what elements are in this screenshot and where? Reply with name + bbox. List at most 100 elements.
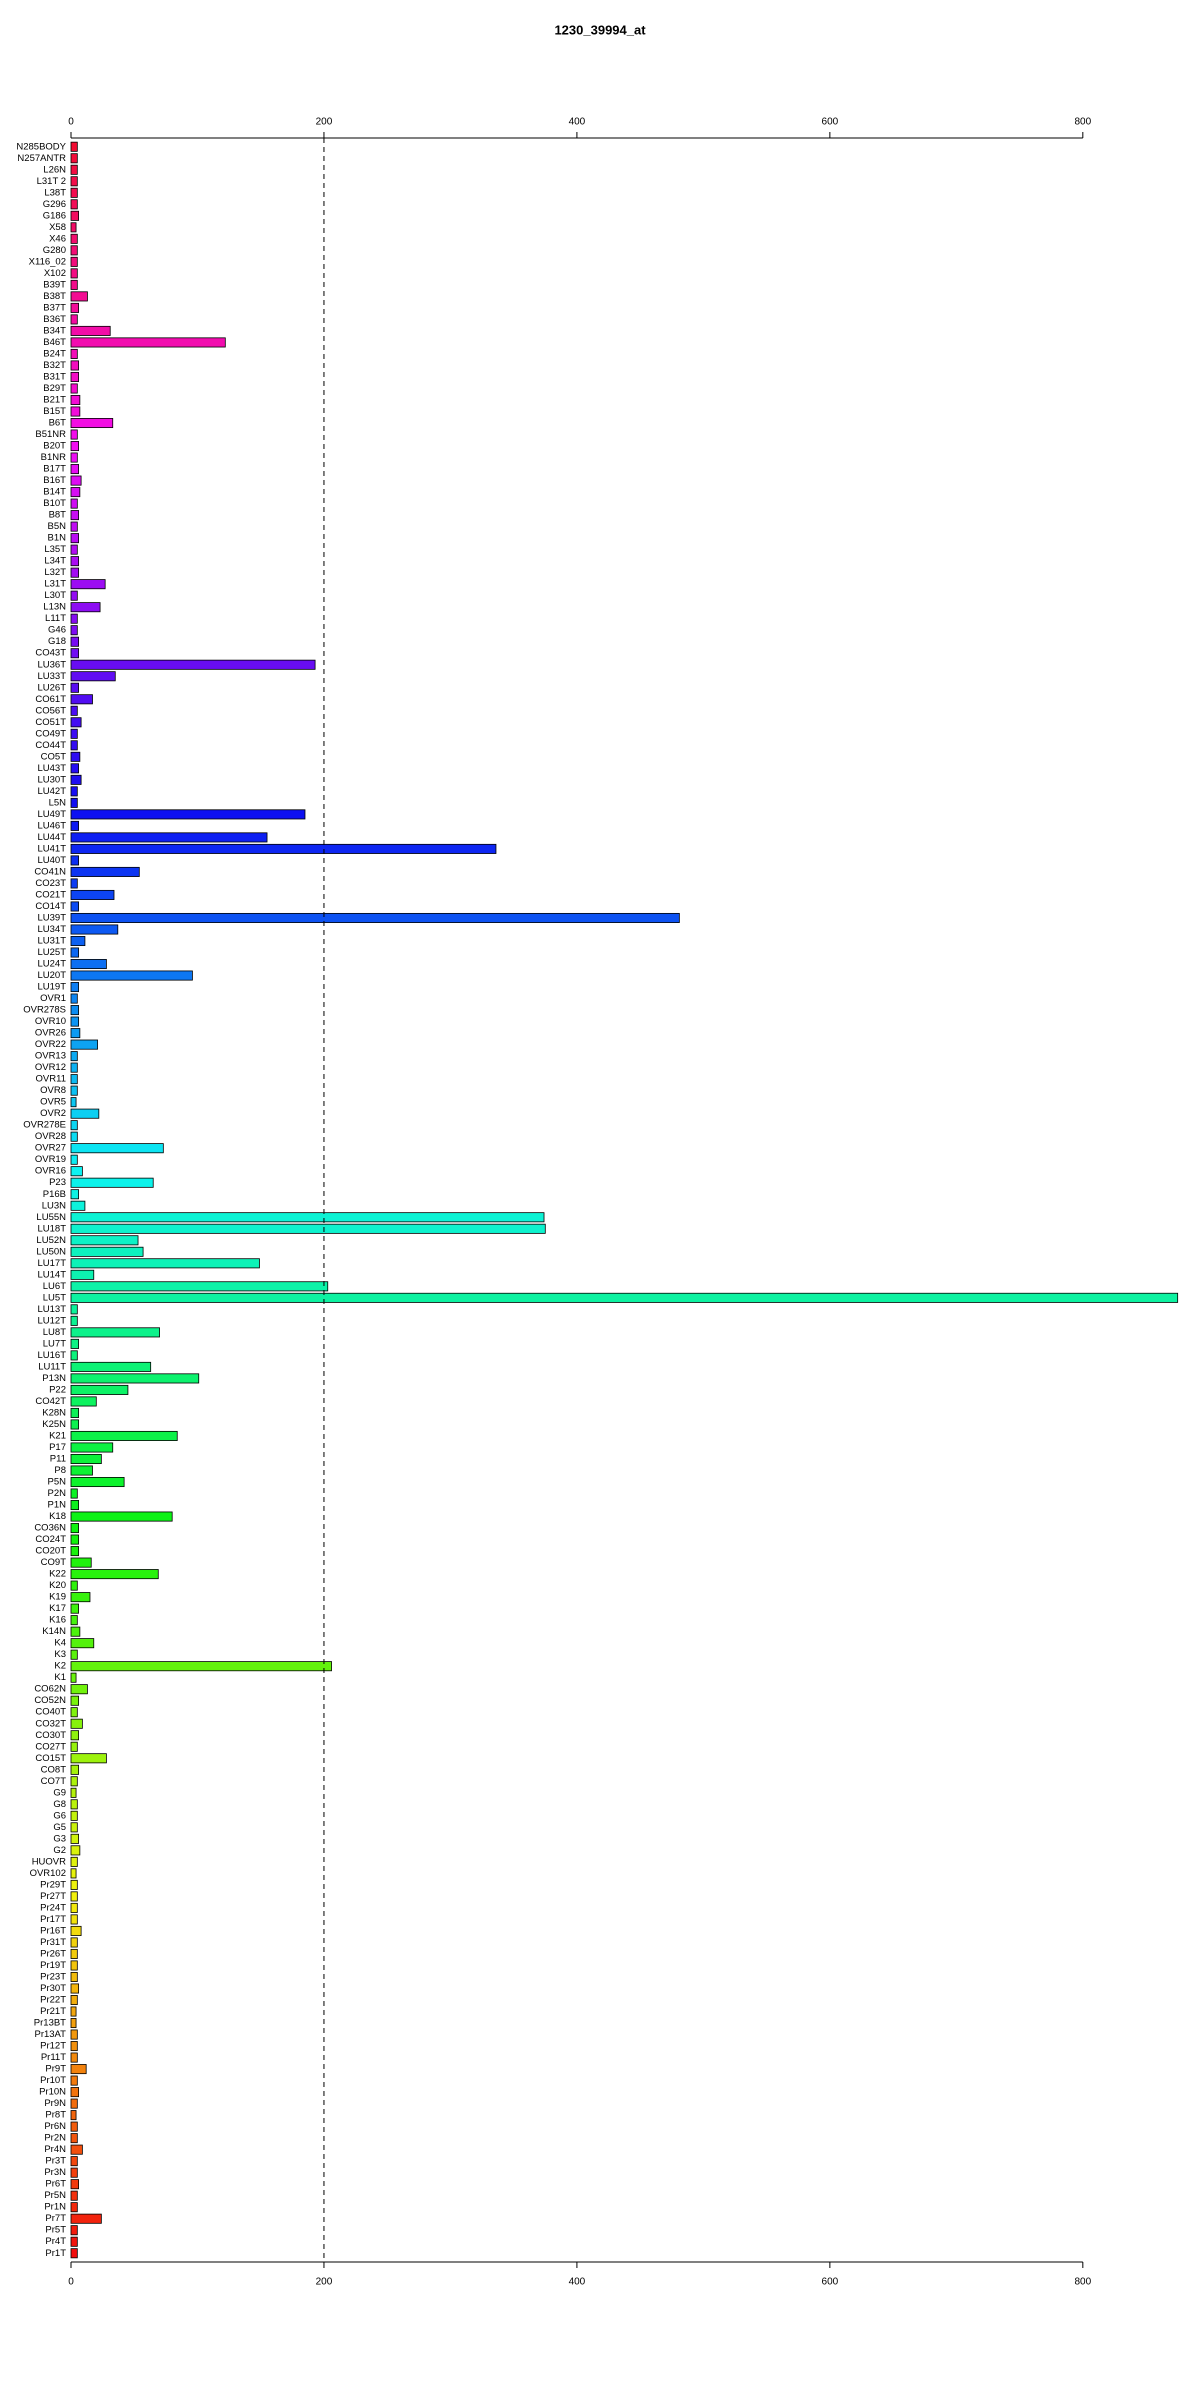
y-tick-label: K17	[49, 1603, 66, 1614]
x-tick-label: 600	[822, 2277, 839, 2288]
y-tick-label: Pr8T	[45, 2110, 66, 2121]
y-tick-label: B32T	[43, 360, 66, 371]
y-tick-label: LU49T	[37, 809, 66, 820]
y-tick-label: CO9T	[41, 1557, 67, 1568]
y-tick-label: K18	[49, 1511, 66, 1522]
bar	[70, 982, 79, 993]
y-tick-label: OVR5	[40, 1097, 66, 1108]
y-tick-label: K1	[54, 1672, 66, 1683]
y-tick-label: Pr27T	[40, 1891, 66, 1902]
y-tick-label: LU6T	[43, 1281, 66, 1292]
y-tick-label: Pr5N	[44, 2190, 66, 2201]
bar	[70, 797, 78, 808]
y-tick-label: CO52N	[34, 1695, 66, 1706]
y-tick-label: LU16T	[37, 1350, 66, 1361]
y-tick-label: B36T	[43, 314, 66, 325]
y-tick-label: LU55N	[36, 1212, 66, 1223]
bar	[70, 659, 316, 670]
bar	[70, 1327, 160, 1338]
y-tick-label: K28N	[42, 1407, 66, 1418]
y-tick-label: Pr6N	[44, 2121, 66, 2132]
y-tick-label: LU13T	[37, 1304, 66, 1315]
bar	[70, 302, 79, 313]
bar	[70, 394, 81, 405]
bar	[70, 521, 78, 532]
y-tick-label: Pr19T	[40, 1960, 66, 1971]
bar	[70, 959, 107, 970]
y-tick-label: LU52N	[36, 1235, 66, 1246]
y-tick-label: L38T	[44, 187, 66, 198]
y-tick-label: OVR16	[35, 1166, 66, 1177]
y-tick-label: N285BODY	[16, 141, 66, 152]
y-tick-label: L34T	[44, 556, 66, 567]
bar	[70, 2052, 78, 2063]
bar	[70, 1338, 79, 1349]
bar	[70, 1948, 78, 1959]
y-tick-label: K4	[54, 1638, 66, 1649]
y-tick-label: LU30T	[37, 774, 66, 785]
bar	[70, 1592, 91, 1603]
y-tick-label: G186	[43, 210, 66, 221]
y-tick-label: B20T	[43, 441, 66, 452]
y-tick-label: Pr22T	[40, 1995, 66, 2006]
y-tick-label: CO15T	[35, 1753, 66, 1764]
y-tick-label: L26N	[43, 164, 66, 175]
y-tick-label: OVR22	[35, 1039, 66, 1050]
y-tick-label: B29T	[43, 383, 66, 394]
bar	[70, 1638, 95, 1649]
y-tick-label: LU19T	[37, 982, 66, 993]
bar	[70, 498, 78, 509]
bar	[70, 383, 78, 394]
y-tick-label: LU17T	[37, 1258, 66, 1269]
bar	[70, 2248, 78, 2259]
y-tick-label: LU39T	[37, 912, 66, 923]
bar	[70, 245, 78, 256]
bar	[70, 993, 78, 1004]
bar	[70, 1269, 95, 1280]
bar	[70, 648, 79, 659]
bar	[70, 694, 93, 705]
y-tick-label: OVR102	[30, 1868, 66, 1879]
y-tick-label: Pr24T	[40, 1902, 66, 1913]
bar	[70, 1879, 78, 1890]
y-tick-label: P11	[50, 1454, 66, 1465]
bar	[70, 2156, 78, 2167]
bar	[70, 268, 78, 279]
bar	[70, 1523, 79, 1534]
bar	[70, 579, 106, 590]
bar	[70, 1810, 78, 1821]
bar	[70, 176, 78, 187]
bar	[70, 1983, 79, 1994]
x-tick-label: 0	[68, 117, 74, 128]
x-tick-label: 0	[68, 2277, 74, 2288]
bar	[70, 1005, 79, 1016]
y-tick-label: CO30T	[35, 1730, 66, 1741]
bar	[70, 2202, 78, 2213]
bar	[70, 1258, 260, 1269]
y-tick-label: P5N	[48, 1477, 67, 1488]
y-tick-label: L31T 2	[37, 176, 66, 187]
bar	[70, 1177, 154, 1188]
bar	[70, 1799, 78, 1810]
y-tick-label: P2N	[48, 1488, 67, 1499]
y-tick-label: LU14T	[37, 1269, 66, 1280]
y-tick-label: CO44T	[35, 740, 66, 751]
bar	[70, 1373, 200, 1384]
bar	[70, 740, 78, 751]
y-tick-label: Pr1T	[45, 2248, 66, 2259]
bar	[70, 1419, 79, 1430]
y-tick-label: OVR13	[35, 1051, 66, 1062]
bar	[70, 1384, 129, 1395]
bar	[70, 1741, 78, 1752]
y-tick-label: Pr2N	[44, 2133, 66, 2144]
x-tick-label: 400	[569, 117, 586, 128]
y-tick-label: LU33T	[37, 671, 66, 682]
bar	[70, 279, 78, 290]
y-tick-label: B38T	[43, 291, 66, 302]
bar	[70, 314, 78, 325]
y-tick-label: OVR278E	[23, 1120, 66, 1131]
y-tick-label: P8	[54, 1465, 66, 1476]
y-tick-label: K16	[49, 1615, 66, 1626]
y-tick-label: K22	[49, 1569, 66, 1580]
